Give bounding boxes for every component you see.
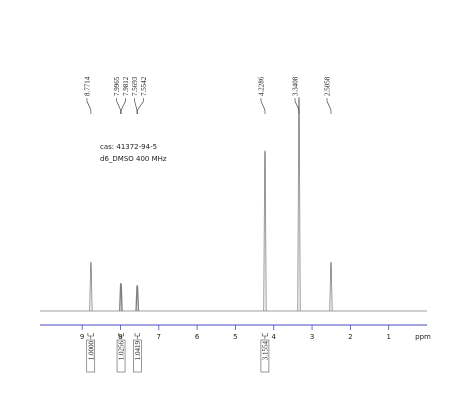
integral-box [133, 339, 142, 373]
integral-label: 1.0419 [134, 341, 142, 361]
integral-bracket [134, 333, 140, 339]
peak-label: 8.7714 [83, 76, 91, 96]
peak-label: 7.5693 [131, 76, 139, 96]
x-tick-label: 6 [195, 333, 200, 341]
x-tick-label: 4 [271, 333, 276, 341]
integral-label: 3.1554 [261, 341, 269, 361]
x-tick-label: 9 [80, 333, 84, 341]
integral-box [260, 339, 270, 373]
integral-box [116, 339, 126, 373]
peak-label: 7.9812 [122, 76, 130, 96]
peak-leader [116, 98, 121, 114]
peak-label: 7.5542 [140, 76, 148, 96]
peak-label: 4.2286 [257, 76, 265, 96]
x-axis-label: ppm [415, 333, 431, 341]
integral-bracket [118, 333, 124, 339]
peak [263, 150, 267, 312]
peak [118, 283, 123, 312]
peak-label: 3.3408 [291, 76, 299, 96]
annotation: cas: 41372-94-5 [100, 143, 157, 151]
annotation: d6_DMSO 400 MHz [100, 155, 167, 163]
integral-bracket [87, 333, 94, 339]
integral-label: 1.0256 [118, 341, 126, 361]
peak-leader [260, 98, 266, 114]
x-tick-label: 8 [118, 333, 122, 341]
integral-box [86, 339, 96, 373]
peak [135, 285, 139, 312]
x-tick-label: 7 [157, 333, 161, 341]
peak-leader [86, 98, 92, 114]
peak-leader [134, 98, 138, 114]
peak-label: 2.5058 [323, 76, 331, 96]
integral-label: 1.0000 [87, 341, 95, 361]
peak-leader [120, 98, 126, 114]
peak-label: 7.9965 [113, 76, 121, 96]
peak [297, 96, 301, 312]
x-tick-label: 5 [233, 333, 237, 341]
peak-leader [137, 98, 144, 114]
peak-leader [294, 98, 300, 114]
peak-leader [326, 98, 332, 114]
x-tick-label: 3 [310, 333, 314, 341]
peak [119, 283, 123, 312]
x-tick-label: 2 [348, 333, 352, 341]
peak [89, 261, 93, 312]
peak [329, 261, 333, 312]
peak [135, 285, 140, 312]
x-tick-label: 1 [386, 333, 390, 341]
integral-bracket [261, 333, 268, 339]
